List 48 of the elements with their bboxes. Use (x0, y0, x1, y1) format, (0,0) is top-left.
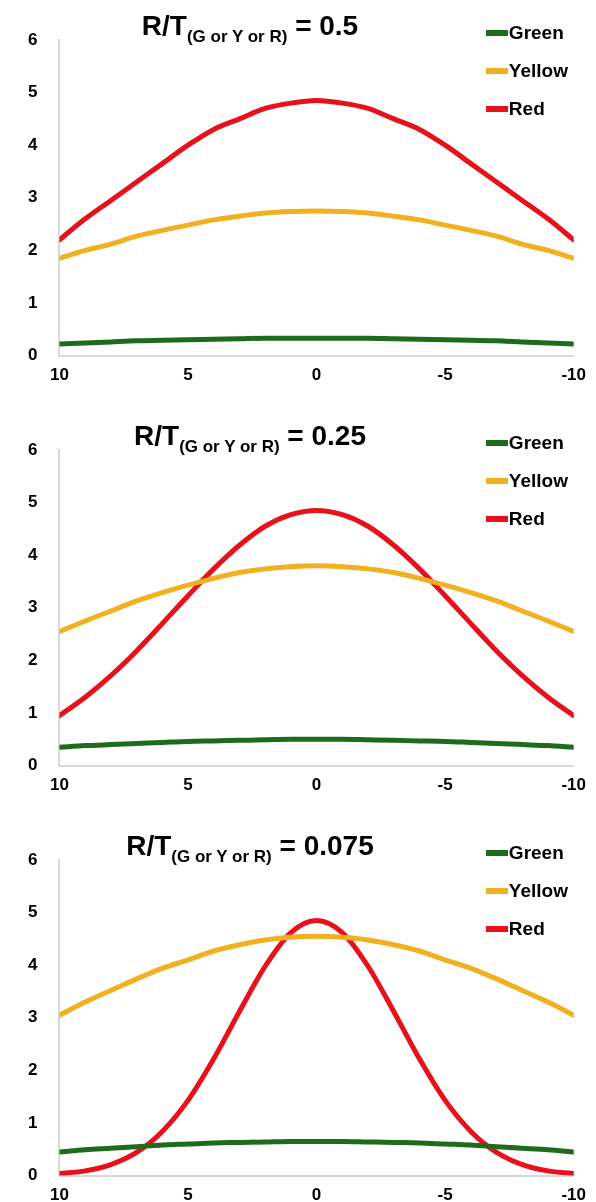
y-tick-label: 4 (27, 954, 38, 974)
y-tick-label: 2 (27, 240, 38, 260)
y-tick-label: 2 (27, 1060, 38, 1080)
chart-title: R/T$_{(G or Y or R)}$ = 0.25 (134, 420, 366, 456)
y-tick-label: 6 (27, 439, 38, 459)
legend-label: Yellow (508, 880, 568, 902)
x-tick-label: 0 (311, 365, 322, 385)
legend-label: Red (508, 508, 545, 530)
x-tick-label: 10 (49, 365, 69, 385)
x-tick-label: 5 (183, 775, 193, 795)
x-tick-label: -5 (437, 1185, 453, 1202)
x-tick-label: -10 (561, 775, 586, 795)
y-tick-label: 0 (27, 345, 38, 365)
chart-title: R/T$_{(G or Y or R)}$ = 0.5 (141, 10, 359, 46)
legend-label: Yellow (508, 470, 568, 492)
y-tick-label: 5 (27, 82, 38, 102)
y-tick-label: 1 (27, 1112, 38, 1132)
x-tick-label: -10 (561, 1185, 586, 1202)
legend-label: Red (508, 918, 545, 940)
y-tick-label: 6 (27, 849, 38, 869)
chart-title: R/T$_{(G or Y or R)}$ = 0.075 (126, 830, 374, 866)
legend-label: Green (508, 432, 564, 454)
x-tick-label: 5 (183, 365, 193, 385)
y-tick-label: 1 (27, 702, 38, 722)
x-tick-label: -5 (437, 365, 453, 385)
y-tick-label: 3 (27, 1007, 38, 1027)
x-tick-label: 0 (311, 775, 322, 795)
y-tick-label: 5 (27, 902, 38, 922)
y-tick-label: 3 (27, 597, 38, 617)
x-tick-label: -5 (437, 775, 453, 795)
y-tick-label: 5 (27, 492, 38, 512)
legend-label: Red (508, 98, 545, 120)
y-tick-label: 1 (27, 292, 38, 312)
y-tick-label: 3 (27, 187, 38, 207)
x-tick-label: 0 (311, 1185, 322, 1202)
legend-label: Yellow (508, 60, 568, 82)
legend-label: Green (508, 22, 564, 44)
y-tick-label: 4 (27, 544, 38, 564)
x-tick-label: -10 (561, 365, 586, 385)
y-tick-label: 0 (27, 1165, 38, 1185)
x-tick-label: 10 (49, 1185, 69, 1202)
x-tick-label: 5 (183, 1185, 193, 1202)
y-tick-label: 6 (27, 29, 38, 49)
legend-label: Green (508, 842, 564, 864)
y-tick-label: 2 (27, 650, 38, 670)
x-tick-label: 10 (49, 775, 69, 795)
y-tick-label: 4 (27, 134, 38, 154)
y-tick-label: 0 (27, 755, 38, 775)
